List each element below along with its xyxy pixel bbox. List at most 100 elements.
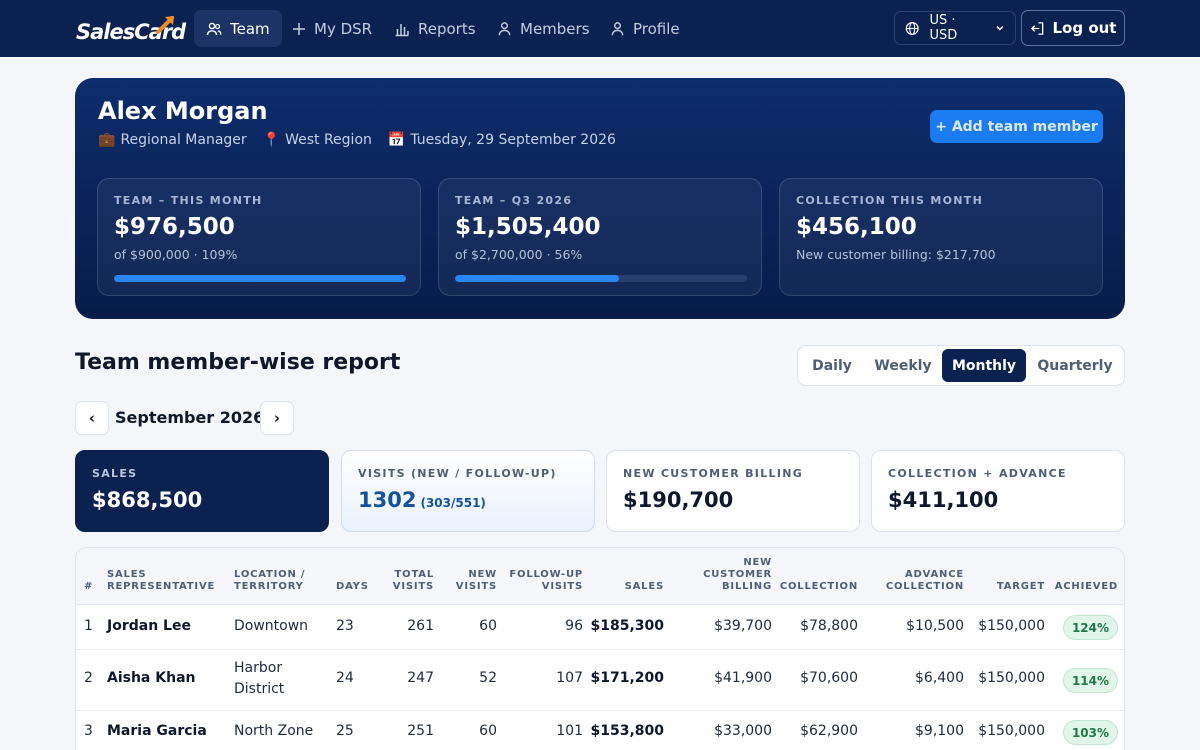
report-title: Team member-wise report xyxy=(75,350,401,375)
kpi-card-collection-advance: COLLECTION + ADVANCE $411,100 xyxy=(871,450,1125,532)
period-quarterly[interactable]: Quarterly xyxy=(1037,357,1113,374)
bar-chart-icon xyxy=(395,23,409,36)
stat-value: $976,500 xyxy=(114,214,235,240)
kpi-card-sales: SALES $868,500 xyxy=(75,450,329,532)
cell-follow-up-visits: 107 xyxy=(556,670,583,686)
kpi-value: $190,700 xyxy=(623,488,734,512)
cell-sales: $185,300 xyxy=(590,618,664,634)
kpi-sub: (303/551) xyxy=(420,496,486,510)
col-target: TARGET xyxy=(996,581,1045,592)
kpi-value-wrap: 1302 (303/551) xyxy=(358,488,486,512)
currency-select[interactable]: US · USD xyxy=(894,11,1016,45)
period-weekly[interactable]: Weekly xyxy=(874,357,932,374)
cell-sales: $153,800 xyxy=(590,723,664,739)
logo-arrow-icon xyxy=(156,16,174,34)
top-nav: SalesCard Team My DSR Reports Members Pr… xyxy=(0,0,1200,57)
nav-label-my-dsr: My DSR xyxy=(314,19,373,38)
cell-billing: $33,000 xyxy=(714,723,772,739)
cell-billing: $41,900 xyxy=(714,670,772,686)
team-report-table: # SALES REPRESENTATIVE LOCATION / TERRIT… xyxy=(75,547,1125,750)
stat-label: TEAM – Q3 2026 xyxy=(455,194,573,207)
nav-label-members: Members xyxy=(520,19,590,38)
col-index: # xyxy=(84,581,94,592)
col-sales-representative: SALES REPRESENTATIVE xyxy=(107,569,216,592)
cell-days: 24 xyxy=(336,670,354,686)
col-sales: SALES xyxy=(624,581,664,592)
cell-new-visits: 60 xyxy=(479,723,497,739)
cell-sales: $171,200 xyxy=(590,670,664,686)
period-label: September 2026 xyxy=(115,408,265,427)
cell-location: North Zone xyxy=(234,723,314,739)
table-header: # SALES REPRESENTATIVE LOCATION / TERRIT… xyxy=(76,548,1124,605)
achieved-badge: 114% xyxy=(1063,668,1118,693)
chevron-down-icon xyxy=(996,26,1004,31)
manager-region: 📍 West Region xyxy=(263,132,372,148)
next-period-button[interactable]: › xyxy=(260,401,294,435)
plus-icon xyxy=(293,22,305,35)
stat-sub: New customer billing: $217,700 xyxy=(796,247,996,262)
stat-card-team-month: TEAM – THIS MONTH $976,500 of $900,000 ·… xyxy=(97,178,421,296)
nav-item-profile[interactable]: Profile xyxy=(598,10,692,47)
manager-date: 📅 Tuesday, 29 September 2026 xyxy=(388,132,616,148)
table-row[interactable]: 3 Maria Garcia North Zone 25 251 60 101 … xyxy=(76,711,1124,750)
cell-advance: $10,500 xyxy=(906,618,964,634)
logout-label: Log out xyxy=(1052,19,1117,37)
stat-sub: of $900,000 · 109% xyxy=(114,247,238,262)
region-text: West Region xyxy=(285,132,372,148)
kpi-value: $868,500 xyxy=(92,488,203,512)
cell-days: 23 xyxy=(336,618,354,634)
progress-bar xyxy=(455,275,747,282)
cell-location: Harbor District xyxy=(234,660,285,697)
cell-days: 25 xyxy=(336,723,354,739)
kpi-label: NEW CUSTOMER BILLING xyxy=(623,467,804,480)
globe-icon xyxy=(905,21,919,35)
kpi-card-new-customer-billing: NEW CUSTOMER BILLING $190,700 xyxy=(606,450,860,532)
kpi-value: $411,100 xyxy=(888,488,999,512)
cell-advance: $6,400 xyxy=(915,670,964,686)
cell-collection: $78,800 xyxy=(800,618,858,634)
nav-item-my-dsr[interactable]: My DSR xyxy=(280,10,384,47)
col-advance-collection: ADVANCE COLLECTION xyxy=(885,569,964,592)
nav-label-team: Team xyxy=(230,19,270,38)
stat-value: $1,505,400 xyxy=(455,214,601,240)
manager-role: 💼 Regional Manager xyxy=(98,132,247,148)
cell-total-visits: 247 xyxy=(407,670,434,686)
stat-label: TEAM – THIS MONTH xyxy=(114,194,263,207)
table-row[interactable]: 2 Aisha Khan Harbor District 24 247 52 1… xyxy=(76,650,1124,711)
nav-label-reports: Reports xyxy=(418,19,476,38)
col-new-visits: NEW VISITS xyxy=(455,569,497,592)
col-days: DAYS xyxy=(336,581,369,592)
add-team-member-button[interactable]: + Add team member xyxy=(930,110,1103,143)
period-daily[interactable]: Daily xyxy=(812,357,852,374)
col-collection: COLLECTION xyxy=(779,581,858,592)
briefcase-icon: 💼 xyxy=(98,132,116,148)
manager-summary-panel: Alex Morgan 💼 Regional Manager 📍 West Regi… xyxy=(75,78,1125,319)
kpi-label: COLLECTION + ADVANCE xyxy=(888,467,1067,480)
cell-new-visits: 52 xyxy=(479,670,497,686)
logout-icon xyxy=(1030,21,1043,35)
table-row[interactable]: 1 Jordan Lee Downtown 23 261 60 96 $185,… xyxy=(76,605,1124,650)
progress-bar xyxy=(114,275,406,282)
nav-item-reports[interactable]: Reports xyxy=(382,10,488,47)
previous-period-button[interactable]: ‹ xyxy=(75,401,109,435)
nav-item-members[interactable]: Members xyxy=(485,10,602,47)
currency-value: US · USD xyxy=(929,13,958,43)
cell-advance: $9,100 xyxy=(915,723,964,739)
cell-index: 3 xyxy=(84,723,93,739)
date-text: Tuesday, 29 September 2026 xyxy=(410,132,616,148)
col-total-visits: TOTAL VISITS xyxy=(392,569,434,592)
achieved-badge: 103% xyxy=(1063,720,1118,745)
cell-rep-name: Maria Garcia xyxy=(107,723,207,739)
nav-label-profile: Profile xyxy=(633,19,680,38)
kpi-label: VISITS (NEW / FOLLOW-UP) xyxy=(358,467,557,480)
nav-item-team[interactable]: Team xyxy=(194,10,282,47)
col-new-customer-billing: NEW CUSTOMER BILLING xyxy=(703,557,772,592)
calendar-icon: 📅 xyxy=(387,132,406,148)
cell-target: $150,000 xyxy=(978,670,1045,686)
cell-target: $150,000 xyxy=(978,723,1045,739)
stat-sub: of $2,700,000 · 56% xyxy=(455,247,583,262)
logout-button[interactable]: Log out xyxy=(1021,10,1125,46)
cell-target: $150,000 xyxy=(978,618,1045,634)
cell-collection: $62,900 xyxy=(800,723,858,739)
period-monthly[interactable]: Monthly xyxy=(942,349,1026,382)
